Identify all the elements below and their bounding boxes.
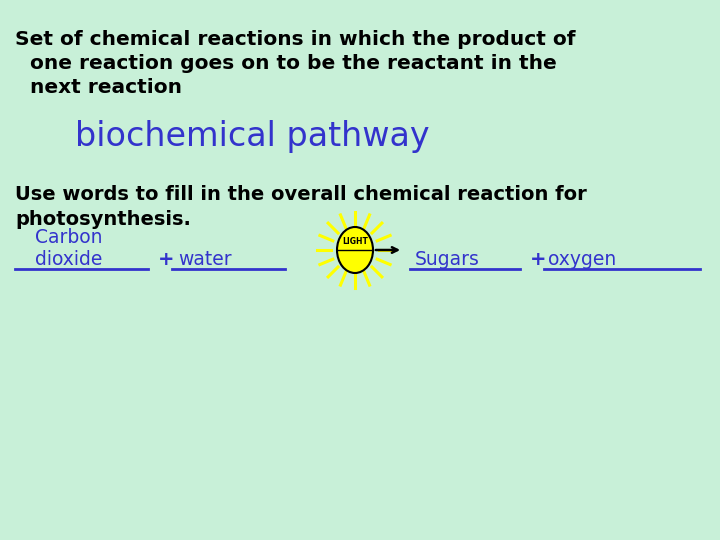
Text: one reaction goes on to be the reactant in the: one reaction goes on to be the reactant … xyxy=(30,54,557,73)
Text: oxygen: oxygen xyxy=(548,250,616,269)
Text: dioxide: dioxide xyxy=(35,250,102,269)
Text: Carbon: Carbon xyxy=(35,228,102,247)
Text: water: water xyxy=(178,250,232,269)
Text: +: + xyxy=(158,250,174,269)
Text: Use words to fill in the overall chemical reaction for: Use words to fill in the overall chemica… xyxy=(15,185,587,204)
Text: biochemical pathway: biochemical pathway xyxy=(75,120,430,153)
Text: Sugars: Sugars xyxy=(415,250,480,269)
Text: photosynthesis.: photosynthesis. xyxy=(15,210,191,229)
Text: next reaction: next reaction xyxy=(30,78,182,97)
Text: LIGHT: LIGHT xyxy=(342,238,368,246)
Text: +: + xyxy=(530,250,546,269)
Text: Set of chemical reactions in which the product of: Set of chemical reactions in which the p… xyxy=(15,30,575,49)
Ellipse shape xyxy=(337,227,373,273)
